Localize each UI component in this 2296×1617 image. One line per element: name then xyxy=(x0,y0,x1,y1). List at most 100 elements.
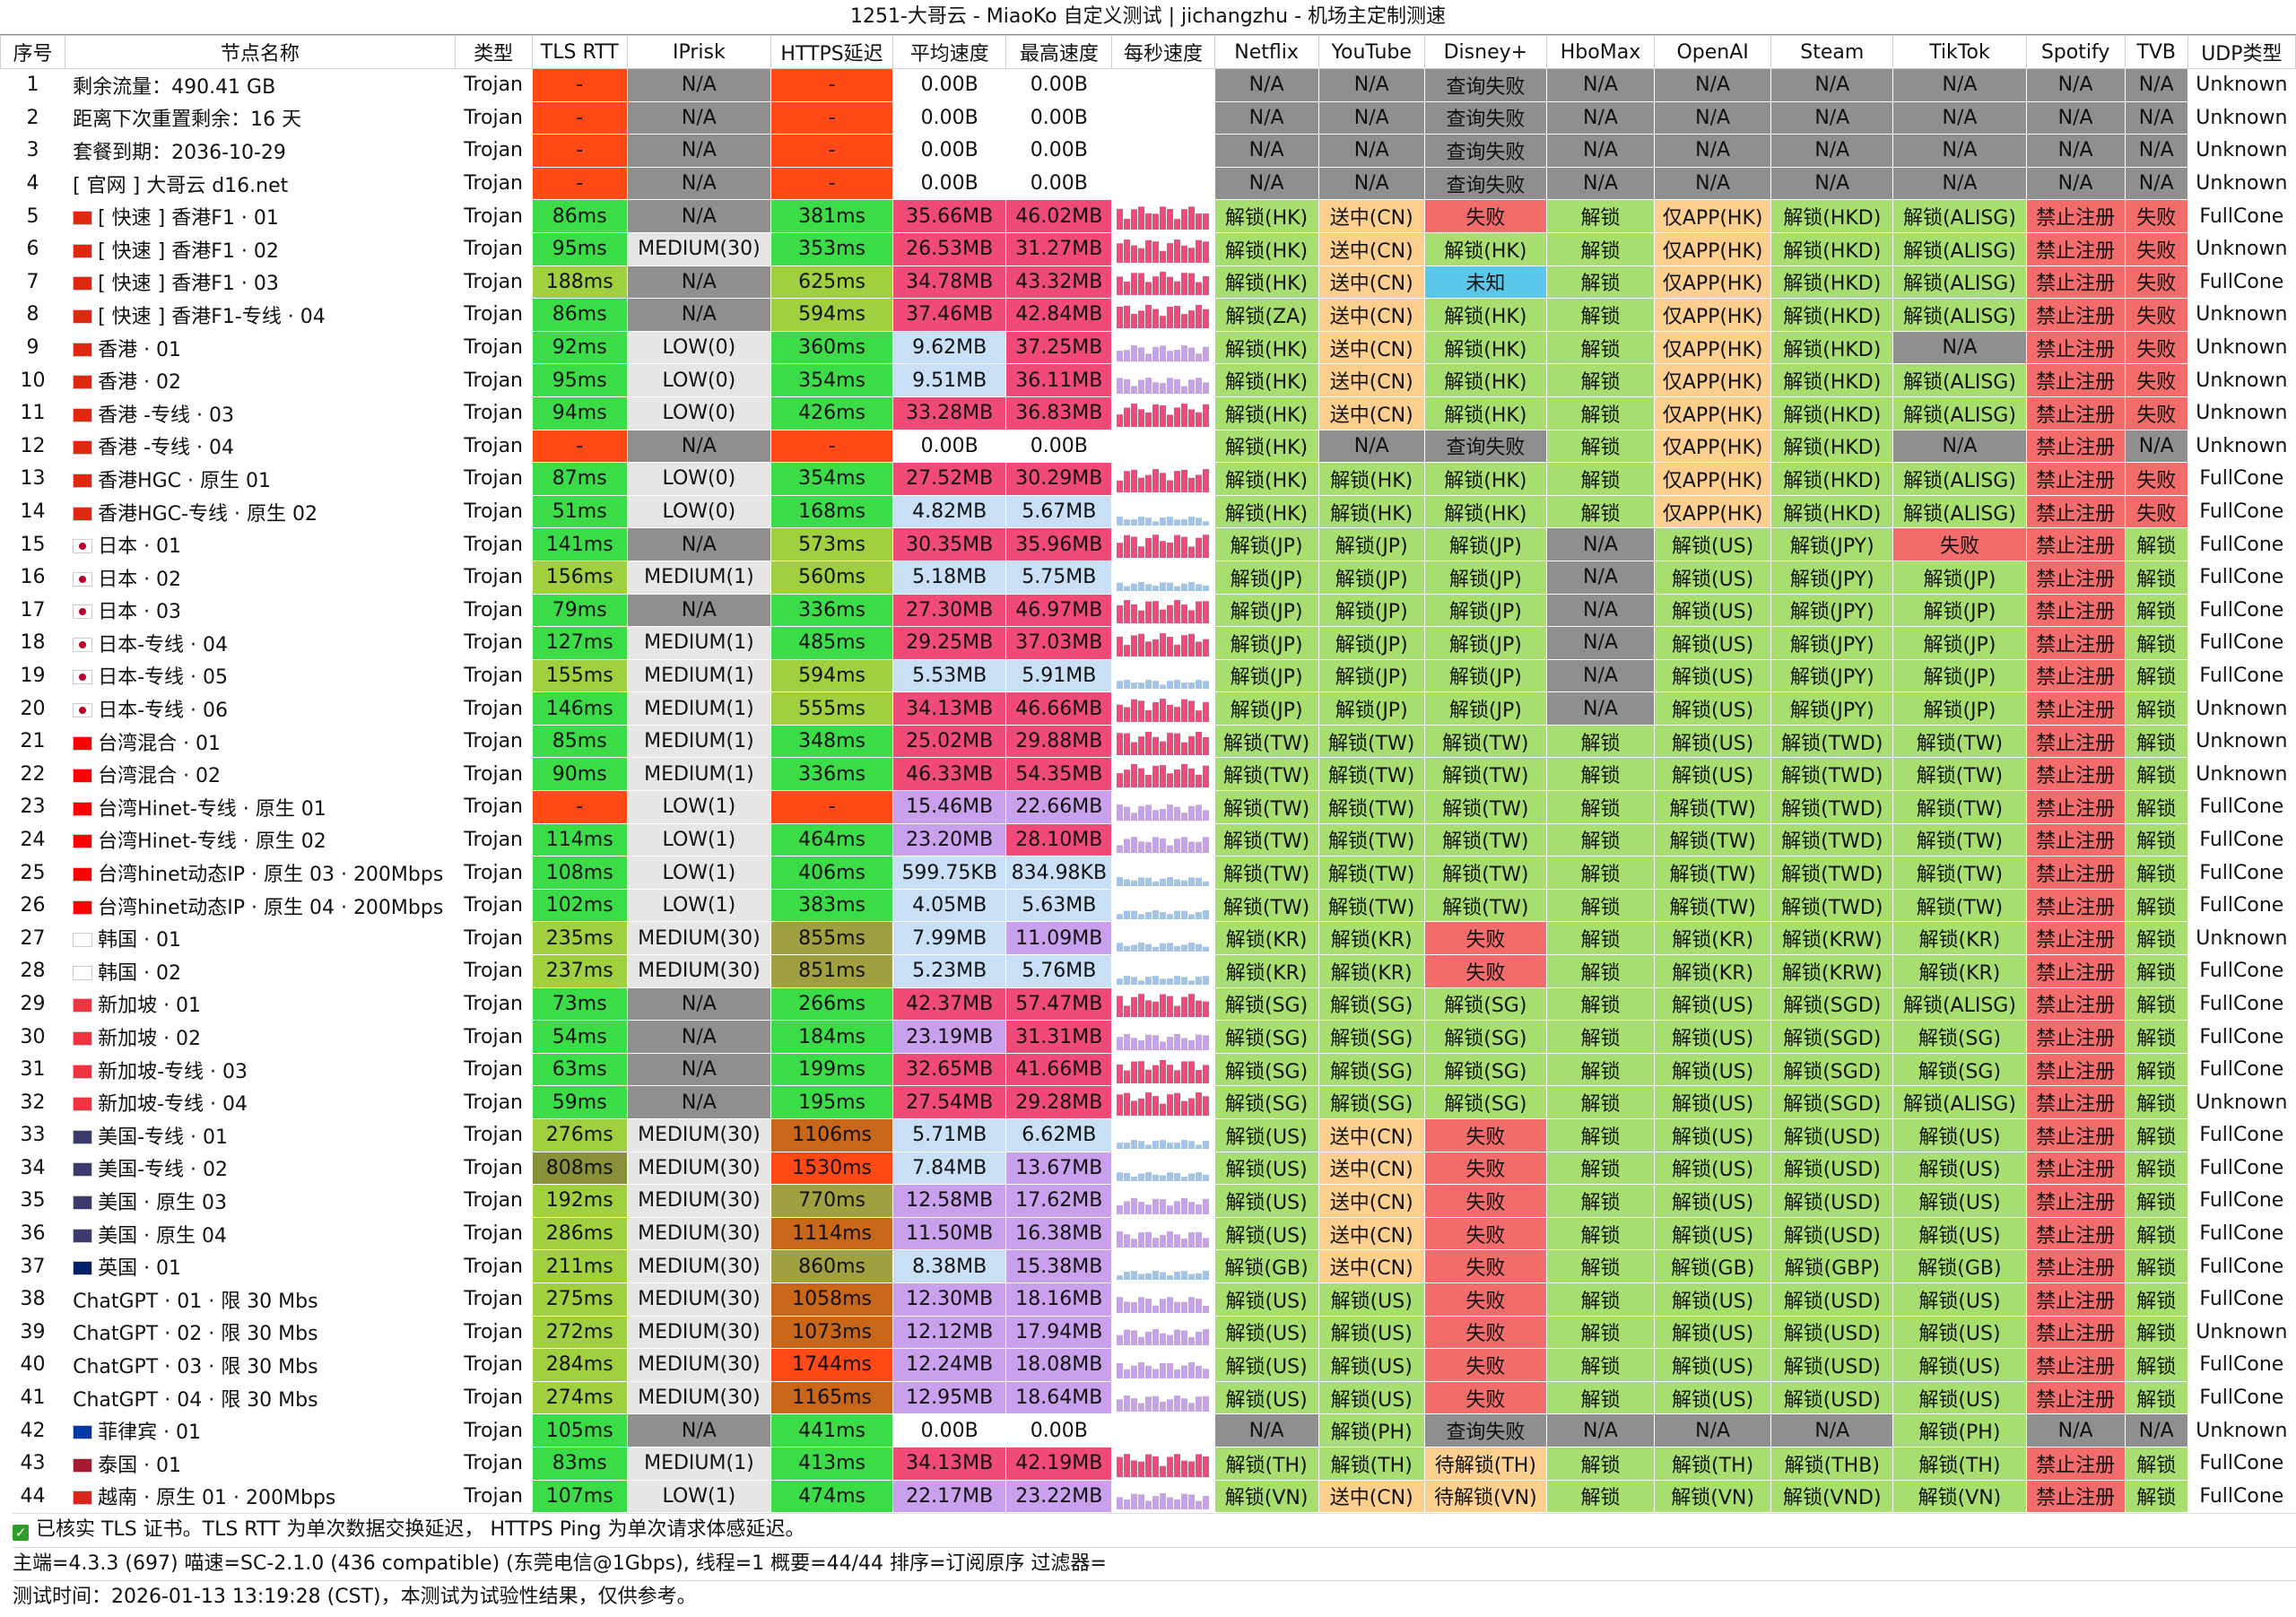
cell-sp: 禁止注册 xyxy=(2025,330,2126,365)
cell-max: 22.66MB xyxy=(1005,790,1113,824)
cell-name: 日本-专线 · 06 xyxy=(65,691,456,726)
cell-tt: 解锁(TW) xyxy=(1892,724,2027,759)
cell-text: 解锁(PH) xyxy=(1330,1421,1413,1445)
sparkline-bar xyxy=(1116,704,1123,723)
sparkline-bar xyxy=(1130,1365,1137,1378)
cell-udp: FullCone xyxy=(2187,1348,2296,1382)
cell-risk: N/A xyxy=(626,265,771,300)
cell-ai: 仅APP(HK) xyxy=(1654,231,1772,266)
cell-no: 38 xyxy=(0,1282,66,1317)
sparkline-bar xyxy=(1195,517,1202,526)
cell-text: N/A xyxy=(681,598,717,622)
cell-yt: 解锁(US) xyxy=(1318,1315,1425,1350)
table-row: 2 距离下次重置剩余：16 天 Trojan - N/A -0.00B 0.00B N/A N/… xyxy=(0,100,2296,135)
cell-text: 解锁(TW) xyxy=(1328,896,1415,919)
cell-text: 禁止注册 xyxy=(2036,1290,2116,1313)
sparkline-bar xyxy=(1195,352,1202,361)
cell-type: Trojan xyxy=(454,363,533,397)
cell-yt: 送中(CN) xyxy=(1318,330,1425,365)
sparkline-bar xyxy=(1137,581,1144,591)
cell-text: 解锁(TW) xyxy=(1328,765,1415,788)
column-header: OpenAI xyxy=(1654,35,1772,69)
cell-text: 32 xyxy=(20,1091,46,1114)
cell-sp: 禁止注册 xyxy=(2025,429,2126,464)
cell-spark xyxy=(1111,134,1215,168)
cell-ai: 解锁(US) xyxy=(1654,1216,1772,1251)
cell-tt: 解锁(TH) xyxy=(1892,1446,2027,1481)
cell-ai: 解锁(US) xyxy=(1654,626,1772,660)
cell-ai: 解锁(US) xyxy=(1654,527,1772,561)
cell-st: 解锁(SGD) xyxy=(1770,1085,1894,1119)
cell-tvb: 解锁 xyxy=(2124,658,2188,693)
table-row: 4[ 官网 ] 大哥云 d16.net Trojan - N/A -0.00B 0.00B… xyxy=(0,166,2296,201)
sparkline-bar xyxy=(1173,1500,1180,1510)
sparkline-bar xyxy=(1173,1201,1180,1214)
cell-text: 禁止注册 xyxy=(2036,1454,2116,1477)
sparkline-bar xyxy=(1187,273,1195,296)
cell-text: 0.00B xyxy=(920,172,978,196)
table-row: 5[ 快速 ] 香港F1 · 01 Trojan 86ms N/A 381ms 35.66… xyxy=(0,199,2296,233)
sparkline-bar xyxy=(1159,911,1166,919)
cell-ai: 仅APP(HK) xyxy=(1654,363,1772,397)
sparkline-bar xyxy=(1180,837,1187,854)
cell-no: 39 xyxy=(0,1315,66,1350)
cell-text: 解锁 xyxy=(2136,732,2177,755)
cell-dp: 解锁(SG) xyxy=(1423,1085,1547,1119)
cell-hbo: 解锁 xyxy=(1545,1249,1656,1283)
sparkline-bar xyxy=(1159,272,1166,296)
sparkline-bar xyxy=(1159,316,1166,328)
speed-sparkline xyxy=(1116,581,1209,591)
sparkline-bar xyxy=(1137,1231,1144,1248)
cell-risk: N/A xyxy=(626,199,771,233)
cell-text: Trojan xyxy=(464,1419,523,1442)
sparkline-bar xyxy=(1130,880,1137,887)
cell-max: 0.00B xyxy=(1005,429,1113,464)
cell-text: - xyxy=(828,106,836,129)
column-header: IPrisk xyxy=(626,35,771,69)
jp-flag-icon xyxy=(73,670,93,685)
sparkline-bar xyxy=(1130,403,1137,427)
cell-risk: LOW(0) xyxy=(626,363,771,397)
cell-text: Trojan xyxy=(464,1025,523,1048)
cell-text: 解锁 xyxy=(1580,995,1621,1018)
speed-sparkline xyxy=(1116,1329,1209,1346)
sparkline-bar xyxy=(1166,209,1173,230)
sparkline-bar xyxy=(1116,543,1123,559)
cell-type: Trojan xyxy=(454,954,533,988)
cell-st: N/A xyxy=(1770,166,1894,201)
sparkline-bar xyxy=(1166,1363,1173,1378)
cell-risk: MEDIUM(30) xyxy=(626,1380,771,1415)
cell-hbo: 解锁 xyxy=(1545,1118,1656,1152)
speed-sparkline xyxy=(1116,877,1209,887)
cell-text: 12.95MB xyxy=(906,1387,994,1410)
cell-text: 仅APP(HK) xyxy=(1662,469,1763,492)
cell-text: 禁止注册 xyxy=(2036,633,2116,656)
sparkline-bar xyxy=(1202,1305,1209,1313)
sparkline-bar xyxy=(1137,206,1144,230)
cell-text: - xyxy=(576,139,584,162)
cell-spark xyxy=(1111,856,1215,890)
cell-text: 失败 xyxy=(1465,1388,1506,1412)
sparkline-bar xyxy=(1202,881,1209,887)
sparkline-bar xyxy=(1152,702,1159,723)
cell-https: 1165ms xyxy=(770,1380,894,1415)
cell-text: 46.66MB xyxy=(1015,697,1103,720)
cell-st: 解锁(HKD) xyxy=(1770,199,1894,233)
sparkline-bar xyxy=(1202,1271,1209,1281)
cell-st: 解锁(GBP) xyxy=(1770,1249,1894,1283)
cell-tvb: 解锁 xyxy=(2124,724,2188,759)
sparkline-bar xyxy=(1137,347,1144,361)
cell-text: 解锁 xyxy=(1580,1290,1621,1313)
cell-text: 解锁 xyxy=(2136,1355,2177,1378)
sparkline-bar xyxy=(1152,1369,1159,1378)
sparkline-bar xyxy=(1180,469,1187,492)
cell-text: 353ms xyxy=(798,238,865,261)
cell-max: 834.98KB xyxy=(1005,856,1113,890)
footer-line-1: ✓ 已核实 TLS 证书。TLS RTT 为单次数据交换延迟， HTTPS Pin… xyxy=(13,1513,2296,1547)
cell-udp: Unknown xyxy=(2187,68,2296,102)
cell-text: Trojan xyxy=(464,467,523,491)
sparkline-bar xyxy=(1202,1395,1209,1412)
cell-text: 23.20MB xyxy=(906,828,994,851)
cell-text: 解锁(JP) xyxy=(1230,666,1303,690)
sparkline-bar xyxy=(1166,996,1173,1018)
